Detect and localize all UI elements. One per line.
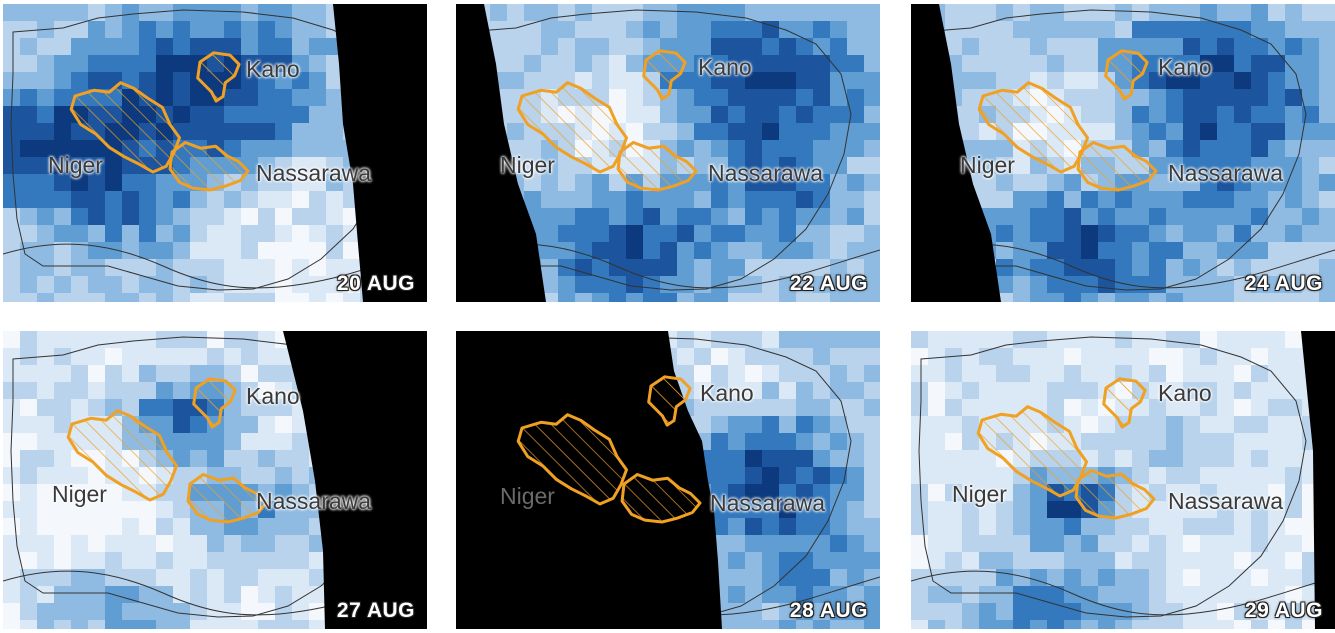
niger-state-outline — [516, 413, 629, 506]
nassarawa-label: Nassarawa — [1168, 160, 1284, 186]
no-data-mask — [333, 4, 427, 302]
map-panel-1: Kano Niger Nassarawa 20 AUG — [3, 4, 427, 302]
map-panel-4: Kano Niger Nassarawa 27 AUG — [3, 331, 427, 629]
kano-state-outline — [1104, 49, 1149, 101]
rainfall-map — [3, 331, 427, 629]
nassarawa-state-outline — [620, 473, 702, 524]
rainfall-map — [456, 331, 880, 629]
kano-label: Kano — [246, 383, 300, 409]
country-border — [918, 336, 1307, 618]
nassarawa-state-outline — [186, 473, 268, 524]
rainfall-map — [3, 4, 427, 302]
nassarawa-label: Nassarawa — [708, 160, 824, 186]
niger-label: Niger — [500, 483, 555, 509]
no-data-mask — [1301, 331, 1335, 629]
coastline — [911, 243, 1335, 289]
map-panel-3: Kano Niger Nassarawa 24 AUG — [911, 4, 1335, 302]
map-panel-6: Kano Niger Nassarawa 29 AUG — [911, 331, 1335, 629]
kano-label: Kano — [1158, 54, 1212, 80]
niger-label: Niger — [960, 152, 1015, 178]
kano-state-outline — [647, 375, 692, 427]
rainfall-map — [456, 4, 880, 302]
kano-label: Kano — [698, 54, 752, 80]
niger-label: Niger — [952, 481, 1007, 507]
nassarawa-label: Nassarawa — [710, 490, 826, 516]
coastline — [3, 243, 427, 289]
nassarawa-state-outline — [1074, 469, 1156, 520]
country-border — [10, 9, 399, 291]
coastline — [456, 243, 880, 289]
no-data-mask — [456, 4, 546, 302]
nassarawa-state-outline — [1076, 141, 1158, 192]
kano-state-outline — [642, 49, 687, 101]
niger-label: Niger — [500, 152, 555, 178]
map-panel-2: Kano Niger Nassarawa 22 AUG — [456, 4, 880, 302]
rainfall-map — [911, 4, 1335, 302]
no-data-mask — [911, 4, 1001, 302]
kano-state-outline — [196, 51, 241, 103]
date-label: 24 AUG — [1244, 272, 1323, 295]
rainfall-map — [911, 331, 1335, 629]
nassarawa-state-outline — [168, 141, 250, 192]
date-label: 22 AUG — [789, 272, 868, 295]
nassarawa-label: Nassarawa — [256, 488, 372, 514]
no-data-mask — [283, 331, 427, 629]
date-label: 27 AUG — [336, 599, 415, 622]
country-border — [10, 336, 399, 618]
coastline — [911, 570, 1335, 616]
kano-label: Kano — [246, 56, 300, 82]
kano-state-outline — [192, 377, 237, 429]
niger-label: Niger — [52, 481, 107, 507]
kano-label: Kano — [1158, 380, 1212, 406]
niger-state-outline — [66, 409, 179, 502]
map-panel-5: Kano Niger Nassarawa 28 AUG — [456, 331, 880, 629]
date-label: 28 AUG — [789, 599, 868, 622]
nassarawa-state-outline — [616, 141, 698, 192]
date-label: 29 AUG — [1244, 599, 1323, 622]
kano-state-outline — [1102, 377, 1147, 429]
kano-label: Kano — [700, 380, 754, 406]
nassarawa-label: Nassarawa — [256, 160, 372, 186]
nassarawa-label: Nassarawa — [1168, 488, 1284, 514]
date-label: 20 AUG — [336, 272, 415, 295]
niger-label: Niger — [48, 152, 103, 178]
